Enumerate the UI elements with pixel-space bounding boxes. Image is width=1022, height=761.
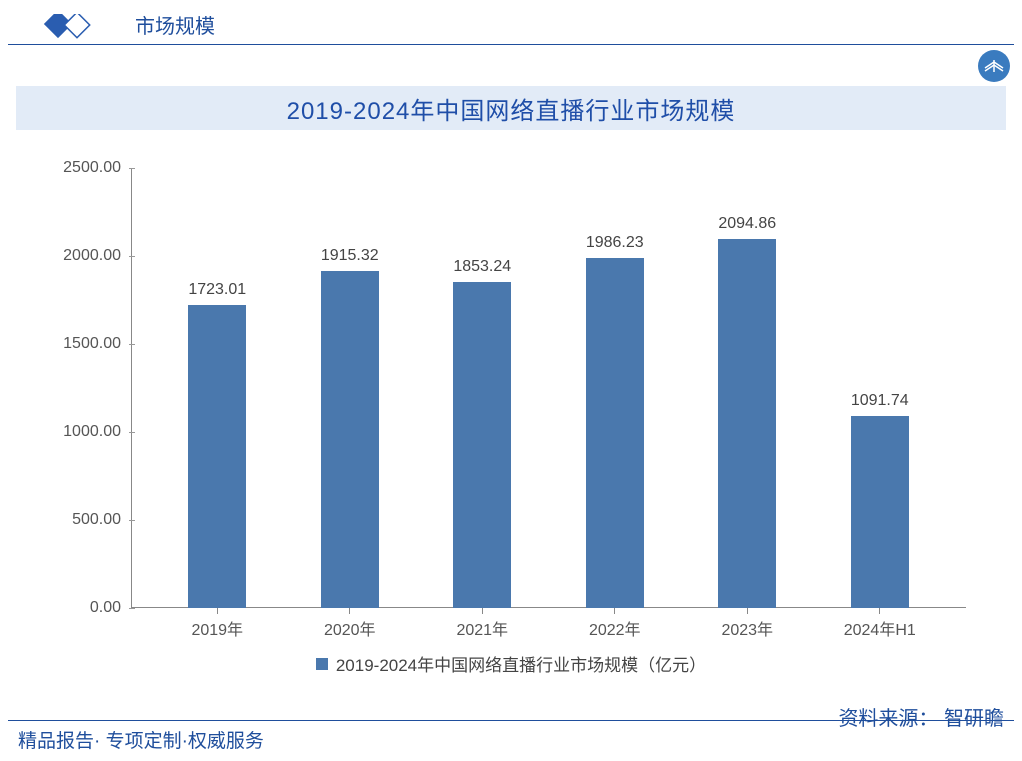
y-tick-mark [129, 608, 135, 609]
y-tick-label: 1000.00 [21, 423, 121, 441]
y-tick-mark [129, 168, 135, 169]
bar-chart: 0.00 500.00 1000.00 1500.00 2000.00 2500.00 1… [16, 148, 1006, 698]
bar-group: 1986.23 [555, 234, 675, 608]
bar-group: 1915.32 [290, 247, 410, 608]
x-axis-label: 2021年 [422, 616, 542, 640]
chart-title: 2019-2024年中国网络直播行业市场规模 [287, 91, 736, 126]
x-tick-mark [422, 608, 542, 614]
header-rule [8, 44, 1014, 45]
y-tick-label: 500.00 [21, 511, 121, 529]
bar-group: 1091.74 [820, 392, 940, 608]
y-tick-label: 1500.00 [21, 335, 121, 353]
page-header: 市场规模 [0, 0, 1022, 50]
y-axis: 0.00500.001000.001500.002000.002500.00 [16, 168, 131, 608]
x-tick-mark [687, 608, 807, 614]
chart-legend: 2019-2024年中国网络直播行业市场规模（亿元） [16, 651, 1006, 676]
x-tick-mark [157, 608, 277, 614]
bar-value-label: 2094.86 [718, 215, 776, 233]
y-tick-mark [129, 344, 135, 345]
y-tick-label: 2000.00 [21, 247, 121, 265]
footer-right-text: 资料来源： 智研瞻 [838, 702, 1004, 731]
bar-group: 1723.01 [157, 281, 277, 608]
bars-container: 1723.01 1915.32 1853.24 1986.23 2094.86 1091.… [131, 168, 966, 608]
x-axis-label: 2019年 [157, 616, 277, 640]
y-tick-label: 2500.00 [21, 159, 121, 177]
y-tick-mark [129, 520, 135, 521]
x-axis-labels: 2019年 2020年 2021年 2022年 2023年 2024年H1 [131, 616, 966, 640]
bar-group: 2094.86 [687, 215, 807, 608]
bar [453, 282, 511, 608]
bar [188, 305, 246, 608]
brand-badge-icon [978, 50, 1010, 82]
x-tick-marks [131, 608, 966, 614]
x-axis-label: 2024年H1 [820, 616, 940, 640]
y-tick-mark [129, 432, 135, 433]
x-tick-mark [555, 608, 675, 614]
plot-area: 1723.01 1915.32 1853.24 1986.23 2094.86 1091.… [131, 168, 966, 608]
x-tick-mark [820, 608, 940, 614]
bar-value-label: 1915.32 [321, 247, 379, 265]
bar-group: 1853.24 [422, 258, 542, 608]
chart-title-bar: 2019-2024年中国网络直播行业市场规模 [16, 86, 1006, 130]
x-axis-label: 2020年 [290, 616, 410, 640]
y-tick-mark [129, 256, 135, 257]
bar [586, 258, 644, 608]
bar-value-label: 1853.24 [453, 258, 511, 276]
x-axis-label: 2022年 [555, 616, 675, 640]
y-tick-label: 0.00 [21, 599, 121, 617]
bar [718, 239, 776, 608]
legend-label: 2019-2024年中国网络直播行业市场规模（亿元） [336, 651, 706, 676]
bar-value-label: 1986.23 [586, 234, 644, 252]
x-axis-label: 2023年 [687, 616, 807, 640]
bar [851, 416, 909, 608]
bar-value-label: 1723.01 [188, 281, 246, 299]
footer-left-text: 精品报告· 专项定制·权威服务 [18, 726, 264, 753]
header-title: 市场规模 [135, 10, 215, 39]
x-tick-mark [290, 608, 410, 614]
bar-value-label: 1091.74 [851, 392, 909, 410]
legend-swatch [316, 658, 328, 670]
bar [321, 271, 379, 608]
